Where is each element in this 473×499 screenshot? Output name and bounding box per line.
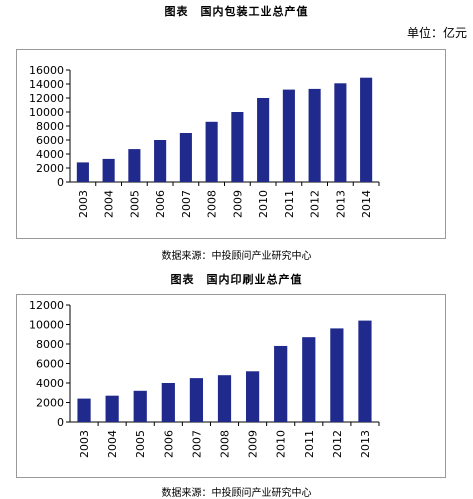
chart-1-source: 数据来源：中投顾问产业研究中心 — [161, 251, 312, 262]
chart-2-x-tick-label: 2007 — [190, 430, 203, 458]
chart-1-x-tick-label: 2003 — [77, 190, 90, 218]
chart-1-x-tick-label: 2008 — [206, 190, 219, 218]
chart-2-x-tick-label: 2010 — [275, 430, 288, 458]
chart-1-x-tick-label: 2013 — [334, 190, 347, 218]
chart-1-bar-2005 — [128, 149, 141, 182]
chart-2-x-tick-label: 2008 — [219, 430, 232, 458]
chart-2-bar-2008 — [217, 375, 232, 422]
chart-2-bar-2012 — [330, 328, 344, 422]
chart-1-x-tick-label: 2005 — [128, 190, 141, 218]
chart-2-y-tick-label: 10000 — [29, 319, 64, 332]
chart-1-y-tick-label: 0 — [57, 176, 64, 189]
chart-2-x-tick-label: 2011 — [303, 430, 316, 458]
chart-1-x-tick-label: 2010 — [257, 190, 270, 218]
chart-1-bar-2006 — [154, 140, 167, 182]
chart-2-y-tick-label: 0 — [57, 416, 64, 429]
chart-1-bar-2003 — [76, 162, 89, 182]
chart-2-bar-2013 — [358, 320, 372, 422]
chart-2-y-tick-label: 8000 — [36, 338, 64, 351]
chart-2-bar-2006 — [161, 383, 175, 422]
unit-label: 单位：亿元 — [406, 26, 467, 40]
chart-1-x-tick-label: 2012 — [309, 190, 322, 218]
chart-2-x-tick-label: 2006 — [162, 430, 175, 458]
chart-1-bar-2011 — [282, 89, 295, 182]
chart-1-bar-2010 — [257, 98, 270, 182]
chart-2-bar-2010 — [274, 345, 288, 422]
chart-1-x-tick-label: 2009 — [231, 190, 244, 218]
chart-2-y-tick-label: 6000 — [36, 358, 64, 371]
chart-1-bar-2004 — [102, 158, 115, 182]
chart-1-bar-2013 — [334, 83, 347, 182]
chart-2-bar-2007 — [189, 378, 204, 422]
chart-2-x-tick-label: 2009 — [247, 430, 260, 458]
chart-2-title: 图表 国内印刷业总产值 — [170, 273, 303, 286]
chart-1-y-tick-label: 10000 — [29, 106, 64, 119]
chart-2-x-tick-label: 2005 — [134, 430, 147, 458]
chart-1-x-tick-label: 2006 — [154, 190, 167, 218]
chart-1-bar-2007 — [179, 133, 192, 182]
chart-1-y-tick-label: 16000 — [29, 64, 64, 77]
chart-2-bar-2004 — [105, 395, 119, 422]
chart-1-y-tick-label: 6000 — [36, 134, 64, 147]
chart-2-bar-2003 — [77, 398, 91, 422]
chart-2-x-tick-label: 2003 — [78, 430, 91, 458]
chart-2-bar-2009 — [245, 371, 260, 422]
chart-1-x-tick-label: 2004 — [103, 190, 116, 218]
chart-1-x-tick-label: 2011 — [283, 190, 296, 218]
chart-1-x-tick-label: 2007 — [180, 190, 193, 218]
chart-1-frame: 0 2000 4000 6000 8000 10000 12000 14000 16000 200… — [16, 49, 446, 239]
chart-2-x-tick-label: 2004 — [106, 430, 119, 458]
chart-1-y-tick-label: 12000 — [29, 92, 64, 105]
chart-1-y-tick-label: 8000 — [36, 120, 64, 133]
chart-2-source: 数据来源：中投顾问产业研究中心 — [161, 488, 312, 499]
chart-2-plot: 0 2000 4000 6000 8000 10000 12000 2003 2004 2005 2… — [29, 299, 380, 458]
chart-2-x-tick-label: 2013 — [359, 430, 372, 458]
chart-1-bar-2012 — [308, 88, 321, 182]
chart-1-y-tick-label: 2000 — [36, 162, 64, 175]
chart-2-bar-2011 — [302, 337, 316, 422]
chart-1-bar-2008 — [205, 121, 218, 182]
chart-1-x-tick-label: 2014 — [360, 190, 373, 218]
chart-1-bar-2009 — [231, 112, 244, 182]
chart-2-x-tick-label: 2012 — [331, 430, 344, 458]
chart-2-frame: 0 2000 4000 6000 8000 10000 12000 2003 2004 2005 2… — [16, 294, 446, 478]
chart-2-y-tick-label: 12000 — [29, 299, 64, 312]
chart-1-title: 图表 国内包装工业总产值 — [164, 5, 309, 18]
chart-1-bar-2014 — [360, 77, 373, 182]
chart-2-y-tick-label: 4000 — [36, 377, 64, 390]
chart-1-y-tick-label: 14000 — [29, 78, 64, 91]
chart-1-y-tick-label: 4000 — [36, 148, 64, 161]
chart-2-bar-2005 — [133, 390, 147, 422]
chart-2-y-tick-label: 2000 — [36, 397, 64, 410]
